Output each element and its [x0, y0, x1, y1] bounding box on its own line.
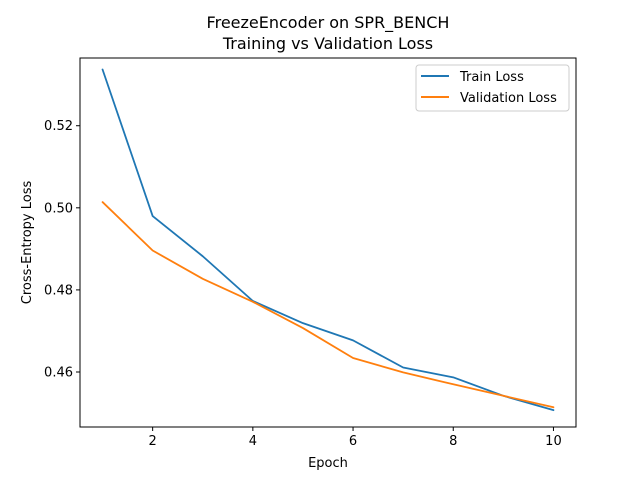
series-line-validation-loss: [101, 201, 555, 409]
y-tick-label: 0.50: [44, 201, 73, 216]
y-tick-label: 0.48: [44, 283, 73, 298]
y-tick-label: 0.52: [44, 119, 73, 134]
y-tick-label: 0.46: [44, 365, 73, 380]
x-axis-label: Epoch: [308, 456, 348, 471]
legend-label-train-loss: Train Loss: [459, 70, 524, 85]
plot-area: 2 4 6 8 10 0.46 0.48 0.50 0.52: [44, 68, 562, 449]
y-axis-label: Cross-Entropy Loss: [20, 181, 35, 305]
legend: Train Loss Validation Loss: [415, 64, 570, 112]
x-tick-label: 2: [149, 434, 157, 449]
x-tick-label: 8: [449, 434, 457, 449]
legend-box: [415, 64, 570, 112]
x-tick-label: 6: [349, 434, 357, 449]
series-line-train-loss: [101, 68, 555, 412]
legend-label-validation-loss: Validation Loss: [460, 91, 557, 106]
x-tick-label: 4: [249, 434, 257, 449]
chart-subtitle: Training vs Validation Loss: [222, 34, 433, 53]
axes-frame: [79, 57, 577, 428]
x-tick-label: 10: [545, 434, 562, 449]
chart-title: FreezeEncoder on SPR_BENCH: [207, 13, 450, 33]
